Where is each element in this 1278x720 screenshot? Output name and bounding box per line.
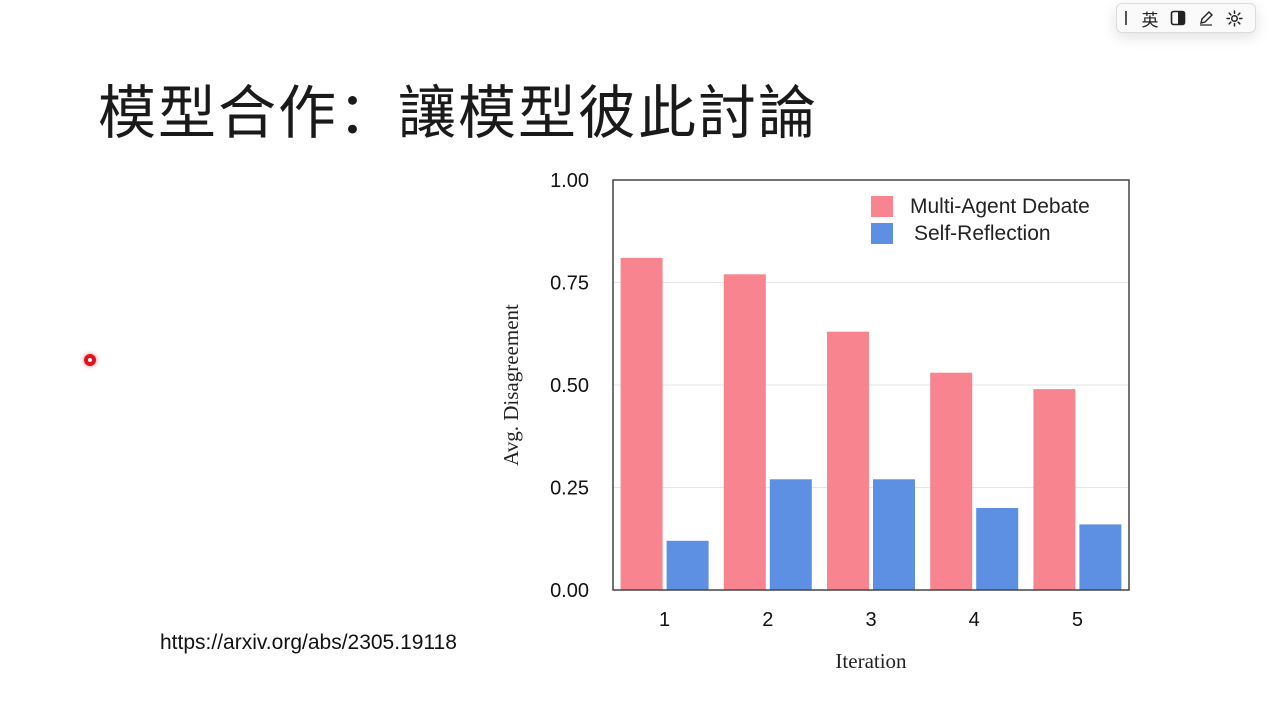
bar-multi-agent-debate-5: [1033, 389, 1076, 590]
bar-self-reflection-1: [666, 540, 709, 590]
grip-icon[interactable]: [1125, 11, 1127, 25]
y-tick-label: 0.00: [550, 580, 589, 602]
x-tick-label: 1: [659, 609, 670, 631]
legend-label: Self-Reflection: [914, 222, 1051, 245]
y-tick-label: 1.00: [550, 170, 589, 192]
slide-title: 模型合作：讓模型彼此討論: [98, 79, 819, 147]
x-tick-label: 3: [865, 609, 876, 631]
bar-multi-agent-debate-2: [723, 274, 766, 590]
legend: Multi-Agent Debate Self-Reflection: [871, 195, 1090, 245]
bar-multi-agent-debate-1: [620, 257, 663, 590]
bar-self-reflection-2: [769, 479, 812, 590]
half-width-icon[interactable]: [1167, 7, 1189, 29]
bar-multi-agent-debate-3: [827, 331, 869, 590]
legend-label: Multi-Agent Debate: [910, 195, 1090, 218]
bar-multi-agent-debate-4: [930, 372, 973, 590]
y-axis-label: Avg. Disagreement: [499, 304, 523, 466]
plot-frame: [612, 179, 1130, 591]
bar-self-reflection-5: [1079, 524, 1122, 590]
x-tick-label: 4: [969, 609, 980, 631]
x-tick-label: 2: [762, 609, 773, 631]
x-axis-label: Iteration: [835, 649, 907, 673]
bar-chart: 0.00 0.25 0.50 0.75 1.00 1 2 3 4 5 Avg. Disagree…: [499, 170, 1130, 673]
legend-swatch: [871, 223, 893, 244]
pen-icon[interactable]: [1195, 7, 1217, 29]
gear-icon[interactable]: [1223, 7, 1245, 29]
legend-swatch: [871, 196, 893, 217]
ime-language-button[interactable]: 英: [1141, 10, 1159, 31]
laser-pointer-dot: [84, 354, 96, 366]
y-tick-label: 0.50: [550, 375, 589, 397]
bar-self-reflection-3: [873, 479, 915, 590]
bar-self-reflection-4: [976, 508, 1019, 590]
y-tick-label: 0.75: [550, 273, 589, 295]
x-tick-label: 5: [1072, 609, 1083, 631]
ime-toolbar: 英: [1116, 3, 1256, 33]
source-link[interactable]: https://arxiv.org/abs/2305.19118: [160, 631, 457, 654]
y-tick-label: 0.25: [550, 478, 589, 500]
